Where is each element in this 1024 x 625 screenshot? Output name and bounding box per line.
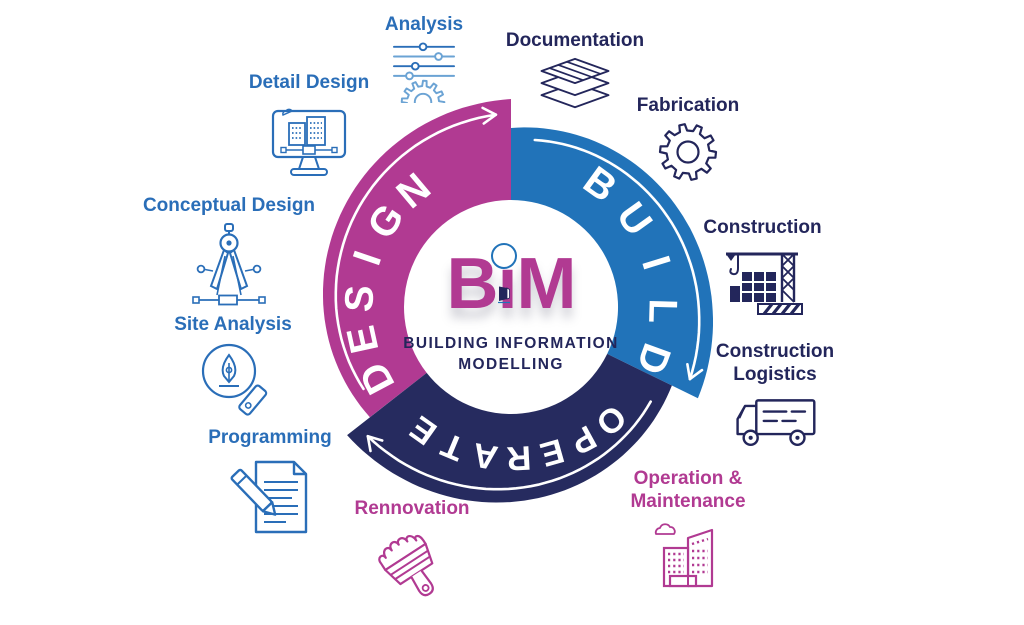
label-construction-logistics-text2: Logistics — [733, 363, 817, 385]
segment-design-arrow — [334, 113, 498, 391]
label-programming-text: Programming — [208, 427, 332, 448]
label-analysis-text: Analysis — [384, 14, 464, 35]
segment-operate-arc — [347, 353, 672, 503]
documentation-icon — [540, 57, 610, 109]
brand-letter-m: M — [516, 244, 577, 324]
label-operation-maintenance-text2: Maintenance — [630, 490, 746, 512]
brand-letter-b: B — [446, 244, 499, 324]
label-conceptual-design-text: Conceptual Design — [142, 195, 316, 216]
building-logo-glyph — [498, 286, 510, 304]
segment-build-arc — [511, 127, 713, 399]
subtitle-line2: MODELLING — [458, 355, 564, 373]
segment-design-arc — [323, 99, 511, 418]
building-logo-icon — [491, 243, 517, 304]
label-documentation: Documentation — [495, 30, 655, 111]
label-construction-text: Construction — [703, 217, 822, 238]
label-detail-design: Detail Design — [234, 72, 384, 179]
label-construction-logistics-text1: Construction — [715, 341, 835, 362]
label-programming: Programming — [196, 427, 344, 536]
label-operation-maintenance: Operation & Maintenance — [615, 468, 761, 594]
svg-text:S: S — [337, 284, 382, 313]
operation-maintenance-icon — [654, 522, 714, 587]
brand-subtitle: BUILDING INFORMATION MODELLING — [361, 334, 661, 376]
programming-icon — [230, 460, 308, 533]
brand-bim: BıM — [361, 243, 661, 320]
label-documentation-text: Documentation — [505, 30, 645, 51]
label-fabrication: Fabrication — [628, 95, 748, 184]
construction-logistics-icon — [736, 398, 816, 446]
construction-icon — [725, 252, 803, 315]
label-conceptual-design: Conceptual Design — [134, 195, 324, 308]
center-disc — [405, 201, 617, 413]
label-construction: Construction — [690, 217, 835, 316]
conceptual-design-icon — [192, 222, 266, 306]
svg-text:L: L — [640, 298, 685, 324]
label-analysis: Analysis — [368, 14, 480, 103]
fabrication-icon — [658, 122, 718, 181]
label-detail-design-text: Detail Design — [248, 72, 370, 93]
segment-design-arrowhead — [481, 106, 498, 125]
segment-operate-arrowhead — [366, 434, 384, 453]
rennovation-icon — [378, 534, 434, 597]
label-fabrication-text: Fabrication — [636, 95, 740, 116]
label-rennovation-text: Rennovation — [354, 498, 470, 519]
subtitle-line1: BUILDING INFORMATION — [403, 335, 619, 352]
label-site-analysis-text: Site Analysis — [174, 314, 292, 335]
label-rennovation: Rennovation — [337, 498, 487, 609]
label-construction-logistics: Construction Logistics — [702, 341, 848, 449]
segment-build-arrowhead — [686, 363, 704, 381]
label-operation-maintenance-text1: Operation & — [633, 468, 743, 489]
label-site-analysis: Site Analysis — [158, 314, 308, 425]
segment-operate-arrow — [366, 400, 652, 491]
center-logo: BıM BUILDING INFORMATION MODELLING — [361, 243, 661, 376]
segment-build-arrow — [533, 138, 701, 381]
analysis-icon — [393, 42, 455, 103]
svg-text:R: R — [506, 438, 533, 477]
detail-design-icon — [271, 108, 347, 176]
site-analysis-icon — [201, 343, 268, 416]
